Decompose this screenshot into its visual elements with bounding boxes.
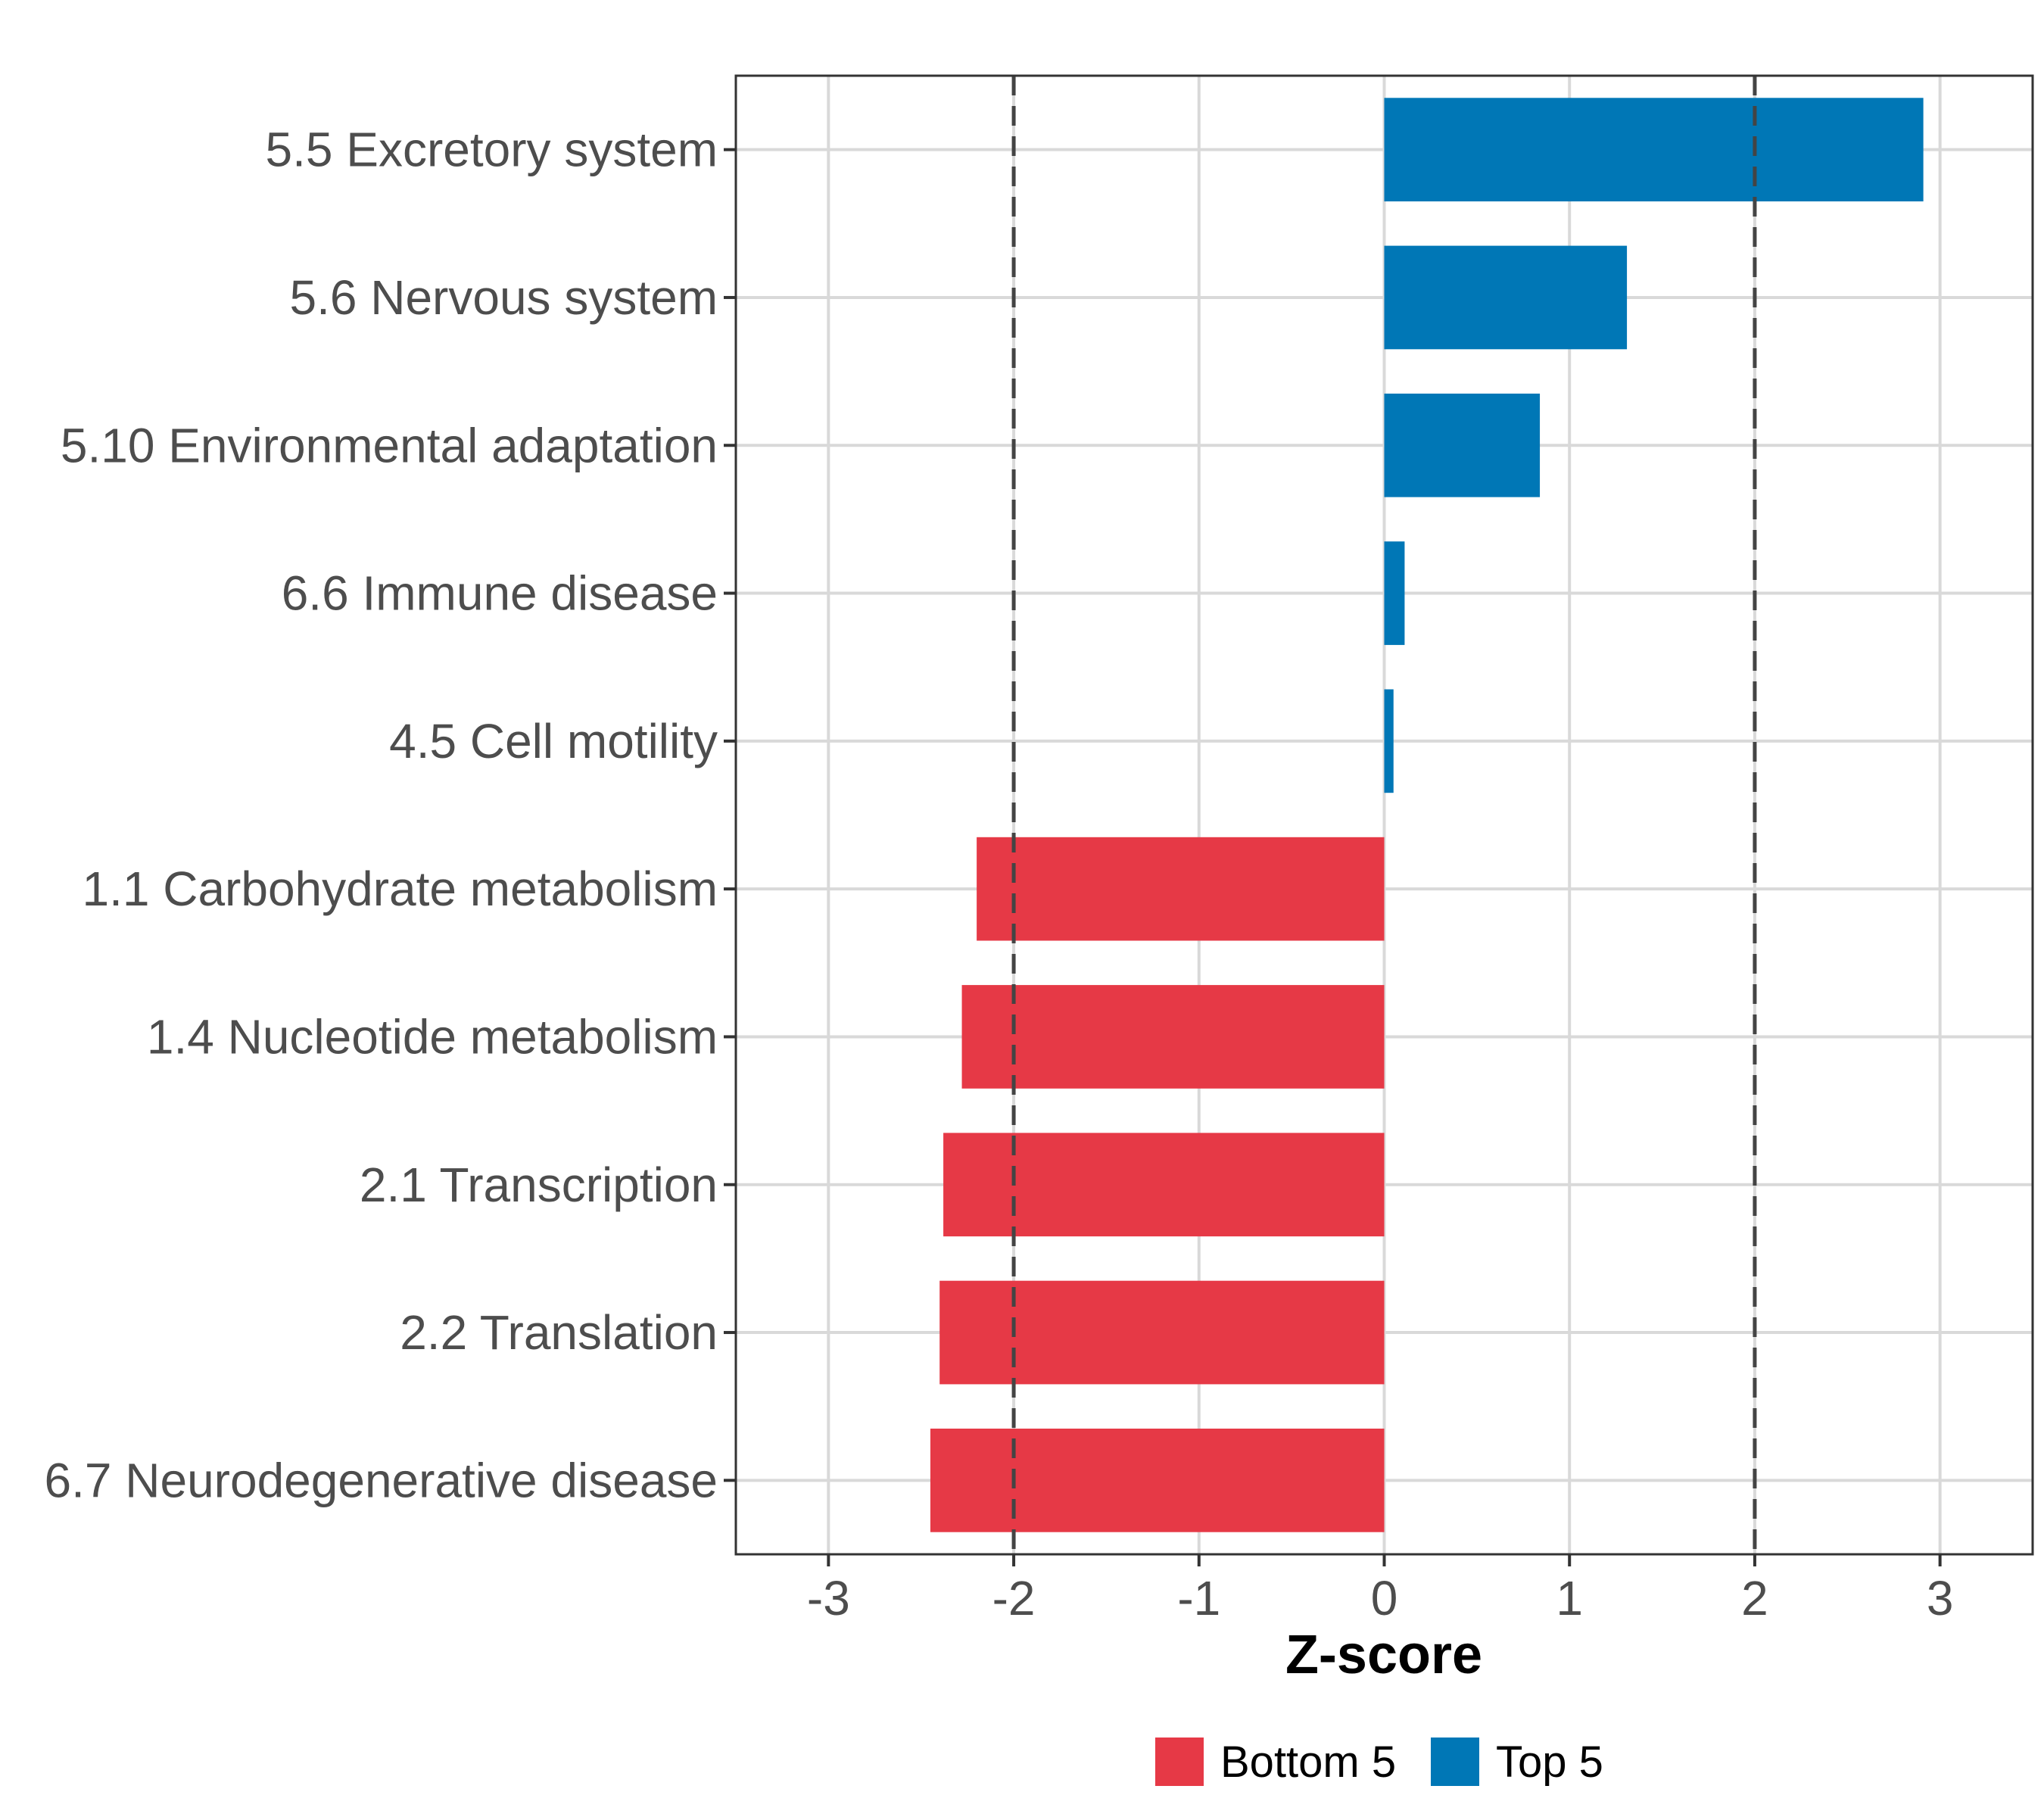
legend-swatch [1431,1738,1479,1786]
x-tick-label: -1 [1177,1571,1220,1625]
bars [930,98,1924,1532]
reference-lines [1011,76,1757,1554]
x-axis: -3 -2 -1 0 1 2 3 [807,1554,1954,1625]
bar [977,837,1385,941]
legend: Bottom 5 Top 5 [1155,1738,1603,1787]
bar [1384,689,1394,793]
category-label: 1.4 Nucleotide metabolism [147,1009,718,1064]
x-axis-title: Z-score [1285,1625,1482,1685]
x-tick-label: 1 [1556,1571,1583,1625]
legend-label: Bottom 5 [1220,1738,1396,1787]
bar [939,1280,1385,1385]
x-tick-label: 0 [1371,1571,1398,1625]
x-tick-label: 2 [1741,1571,1768,1625]
bar [1384,245,1628,350]
category-label: 2.1 Transcription [360,1158,718,1212]
bar [1384,98,1924,202]
category-label: 6.7 Neurodegenerative disease [45,1453,718,1507]
x-tick-label: -2 [992,1571,1036,1625]
category-label: 5.5 Excretory system [266,123,718,177]
x-tick-label: 3 [1927,1571,1954,1625]
category-label: 4.5 Cell motility [389,714,718,768]
legend-label: Top 5 [1496,1738,1603,1787]
category-label: 5.10 Environmental adaptation [61,418,718,472]
bar [1384,393,1541,497]
bar [961,985,1385,1089]
x-tick-label: -3 [807,1571,850,1625]
category-label: 2.2 Translation [400,1305,718,1360]
legend-swatch [1155,1738,1204,1786]
bar [943,1133,1385,1237]
y-axis: 5.5 Excretory system 5.6 Nervous system 5.… [45,123,736,1507]
category-label: 1.1 Carbohydrate metabolism [82,862,718,916]
bar [930,1428,1385,1532]
category-label: 6.6 Immune disease [282,566,718,621]
category-label: 5.6 Nervous system [289,270,718,325]
bar [1384,541,1405,645]
